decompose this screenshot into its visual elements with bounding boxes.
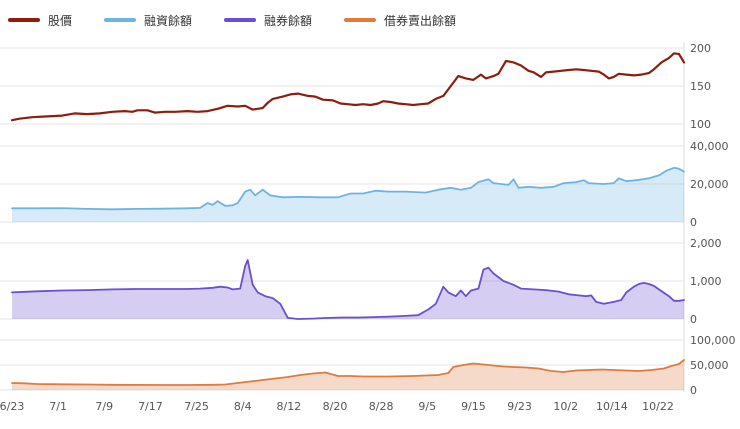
y-tick-label: 20,000 (690, 178, 729, 191)
x-tick-label: 6/23 (0, 400, 24, 413)
series-line-0 (10, 52, 686, 122)
x-tick-label: 10/2 (553, 400, 578, 413)
legend-swatch (224, 18, 257, 22)
legend: 股價 融資餘額 融券餘額 借券賣出餘額 (8, 10, 456, 30)
x-tick-label: 9/15 (461, 400, 486, 413)
y-tick-label: 2,000 (690, 237, 722, 250)
legend-swatch (344, 18, 377, 22)
legend-item[interactable]: 融券餘額 (224, 12, 312, 29)
legend-item[interactable]: 融資餘額 (104, 12, 192, 29)
y-tick-label: 50,000 (690, 359, 729, 372)
legend-swatch (104, 18, 137, 22)
legend-label: 借券賣出餘額 (384, 13, 457, 28)
legend-swatch (8, 18, 40, 22)
y-tick-label: 100,000 (690, 334, 736, 347)
y-tick-label: 40,000 (690, 140, 729, 153)
x-tick-label: 7/17 (138, 400, 163, 413)
y-tick-label: 0 (690, 216, 697, 229)
y-tick-label: 0 (690, 384, 697, 397)
series-line-2 (11, 259, 685, 320)
x-tick-label: 7/25 (184, 400, 209, 413)
legend-label: 融券餘額 (264, 13, 313, 28)
x-tick-label: 8/12 (277, 400, 302, 413)
x-tick-label: 9/5 (418, 400, 436, 413)
x-tick-label: 10/14 (596, 400, 628, 413)
y-tick-label: 150 (690, 80, 711, 93)
x-tick-label: 8/28 (369, 400, 394, 413)
x-tick-label: 8/4 (234, 400, 252, 413)
legend-item[interactable]: 股價 (8, 12, 72, 29)
y-tick-label: 100 (690, 118, 711, 131)
legend-label: 融資餘額 (144, 13, 193, 28)
legend-label: 股價 (48, 13, 73, 28)
x-tick-label: 10/22 (642, 400, 674, 413)
x-tick-label: 9/23 (507, 400, 532, 413)
series-line-1 (11, 166, 685, 211)
y-tick-label: 1,000 (690, 275, 722, 288)
x-tick-label: 7/9 (95, 400, 113, 413)
series-area-2 (12, 260, 684, 319)
y-tick-label: 200 (690, 42, 711, 55)
x-tick-label: 7/1 (49, 400, 67, 413)
y-tick-label: 0 (690, 313, 697, 326)
legend-item[interactable]: 借券賣出餘額 (344, 12, 456, 29)
series-line-3 (11, 359, 685, 386)
x-tick-label: 8/20 (323, 400, 348, 413)
